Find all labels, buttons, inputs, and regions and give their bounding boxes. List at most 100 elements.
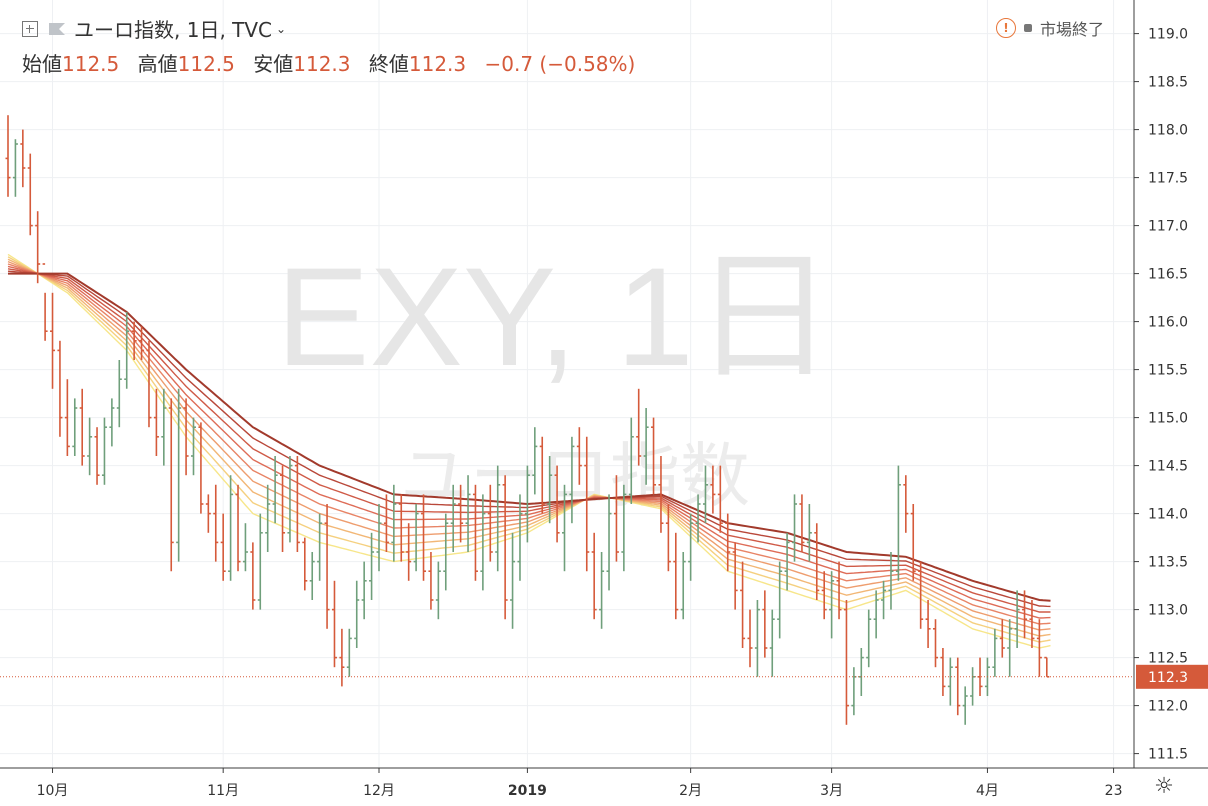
ohlc-bar[interactable] (450, 484, 456, 552)
ohlc-bar[interactable] (702, 465, 708, 524)
ohlc-bar[interactable] (280, 465, 286, 552)
ohlc-bar[interactable] (480, 494, 486, 591)
ohlc-bar[interactable] (569, 436, 575, 524)
ohlc-bar[interactable] (940, 648, 946, 696)
ohlc-bar[interactable] (962, 686, 968, 725)
ohlc-bar[interactable] (153, 388, 159, 456)
ohlc-bar[interactable] (836, 561, 842, 620)
ohlc-bar[interactable] (606, 494, 612, 591)
ohlc-bar[interactable] (131, 321, 137, 360)
ohlc-bar[interactable] (858, 648, 864, 696)
ohlc-bar[interactable] (443, 513, 449, 591)
expand-icon[interactable] (22, 20, 38, 37)
ohlc-bar[interactable] (591, 532, 597, 620)
ohlc-bar[interactable] (50, 292, 56, 389)
ohlc-bar[interactable] (999, 619, 1005, 658)
ohlc-bar[interactable] (5, 115, 11, 197)
ohlc-bar[interactable] (532, 427, 538, 495)
ohlc-bar[interactable] (458, 484, 464, 543)
ohlc-bar[interactable] (502, 475, 508, 620)
ohlc-bar[interactable] (754, 600, 760, 677)
time-axis[interactable]: 10月 11月 12月 2019 2月 3月 4月 23 (0, 767, 1208, 799)
ohlc-bar[interactable] (524, 465, 530, 543)
ohlc-bar[interactable] (732, 542, 738, 610)
ohlc-bar[interactable] (918, 561, 924, 629)
ohlc-bar[interactable] (472, 484, 478, 581)
ohlc-bar[interactable] (495, 465, 501, 572)
ohlc-bar[interactable] (361, 561, 367, 620)
ohlc-bar[interactable] (191, 417, 196, 476)
ohlc-bar[interactable] (324, 504, 330, 629)
ohlc-bar[interactable] (369, 532, 375, 600)
ohlc-bar[interactable] (799, 494, 805, 552)
ohlc-bar[interactable] (680, 552, 686, 620)
ohlc-bar[interactable] (35, 211, 41, 284)
ohlc-bar[interactable] (220, 513, 226, 581)
ohlc-bar[interactable] (814, 523, 820, 600)
ohlc-bar[interactable] (101, 417, 107, 485)
ohlc-bar[interactable] (176, 388, 182, 562)
ohlc-bar[interactable] (955, 657, 961, 716)
ohlc-bar[interactable] (57, 340, 63, 437)
ohlc-bar[interactable] (161, 388, 167, 466)
ohlc-bar[interactable] (146, 340, 152, 428)
ohlc-bar[interactable] (421, 494, 427, 581)
ohlc-bar[interactable] (116, 360, 122, 428)
ohlc-bar[interactable] (94, 427, 100, 485)
ohlc-bar[interactable] (769, 609, 775, 677)
ohlc-bar[interactable] (933, 619, 938, 668)
ohlc-bar[interactable] (740, 561, 746, 648)
ohlc-bar[interactable] (272, 456, 278, 524)
ohlc-bar[interactable] (139, 326, 145, 360)
chevron-down-icon[interactable]: ⌄ (276, 21, 287, 36)
ohlc-bar[interactable] (383, 494, 389, 552)
ohlc-bar[interactable] (250, 542, 256, 610)
ohlc-bar[interactable] (1036, 619, 1042, 677)
ohlc-bar[interactable] (576, 427, 582, 485)
ohlc-bar[interactable] (725, 513, 731, 572)
ohlc-bar[interactable] (947, 657, 953, 706)
ohlc-bar[interactable] (235, 484, 241, 572)
ohlc-bar[interactable] (888, 552, 894, 610)
ohlc-bar[interactable] (1029, 600, 1035, 648)
ohlc-bar[interactable] (747, 609, 753, 668)
ohlc-bar[interactable] (829, 571, 835, 639)
ohlc-bar[interactable] (688, 513, 694, 581)
ohlc-bar[interactable] (302, 537, 308, 591)
warning-icon[interactable]: ! (996, 18, 1016, 38)
ohlc-bar[interactable] (777, 561, 783, 639)
ohlc-bar[interactable] (198, 422, 204, 514)
ohlc-bar[interactable] (717, 465, 723, 533)
ohlc-bar[interactable] (658, 456, 664, 533)
ohlc-bar[interactable] (866, 609, 872, 668)
ohlc-bar[interactable] (792, 494, 798, 562)
ohlc-bar[interactable] (1022, 590, 1028, 639)
ohlc-bar[interactable] (79, 388, 85, 466)
ohlc-bar[interactable] (843, 600, 849, 725)
symbol-title[interactable]: ユーロ指数, 1日, TVC (74, 18, 273, 42)
ohlc-bar[interactable] (510, 532, 516, 629)
ohlc-bar[interactable] (228, 475, 234, 581)
ohlc-bar[interactable] (992, 628, 998, 677)
ohlc-bar[interactable] (903, 475, 909, 533)
ohlc-bar[interactable] (20, 129, 26, 188)
ohlc-bar[interactable] (517, 494, 523, 581)
ohlc-bar[interactable] (925, 600, 931, 648)
ohlc-bar[interactable] (339, 628, 345, 687)
ohlc-bar[interactable] (72, 398, 78, 456)
ohlc-bar[interactable] (109, 398, 115, 447)
ohlc-bar[interactable] (213, 484, 219, 562)
ohlc-bar[interactable] (42, 263, 48, 341)
ohlc-bar[interactable] (806, 504, 812, 562)
ohlc-bar[interactable] (257, 513, 263, 610)
ohlc-bar[interactable] (346, 628, 352, 677)
ohlc-bar[interactable] (539, 436, 545, 514)
ohlc-bar[interactable] (168, 398, 174, 572)
ohlc-bar[interactable] (183, 398, 189, 476)
ohlc-bar[interactable] (821, 571, 827, 620)
ohlc-bar[interactable] (205, 494, 211, 533)
ohlc-bar[interactable] (294, 456, 300, 552)
ohlc-bar[interactable] (651, 417, 657, 495)
ohlc-bar[interactable] (895, 465, 901, 581)
